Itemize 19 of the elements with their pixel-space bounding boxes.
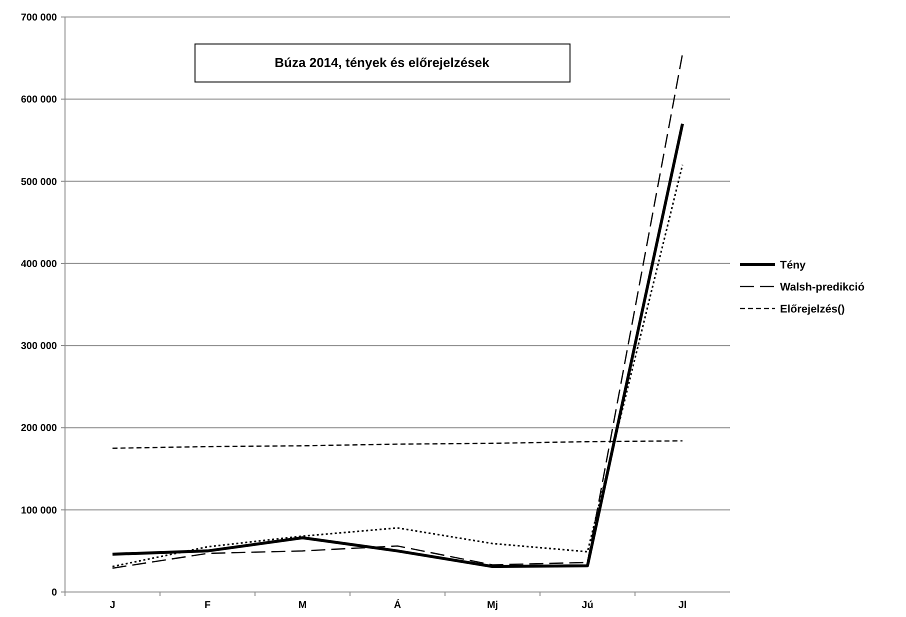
- y-tick-label: 700 000: [20, 12, 58, 24]
- y-tick-label: 0: [51, 588, 58, 598]
- y-tick-label: 500 000: [20, 176, 58, 188]
- text: Búza 2014, tények és előrejelzések: [274, 55, 490, 70]
- x-tick-label: Jú: [582, 600, 594, 611]
- y-tick-label: 300 000: [20, 341, 58, 352]
- legend-label: Tény: [780, 259, 807, 272]
- y-tick-label: 600 000: [20, 94, 58, 106]
- y-tick-label: 200 000: [20, 423, 58, 434]
- x-tick-label: F: [204, 600, 211, 611]
- x-tick-label: M: [298, 600, 307, 611]
- legend-label: Walsh-predikció: [780, 281, 865, 294]
- x-tick-label: Jl: [678, 600, 687, 611]
- x-tick-label: Á: [394, 599, 402, 611]
- y-tick-label: 400 000: [20, 258, 58, 270]
- legend-label: Előrejelzés(): [780, 303, 846, 316]
- x-tick-label: Mj: [486, 600, 498, 611]
- x-tick-label: J: [110, 600, 116, 611]
- y-tick-label: 100 000: [20, 505, 58, 516]
